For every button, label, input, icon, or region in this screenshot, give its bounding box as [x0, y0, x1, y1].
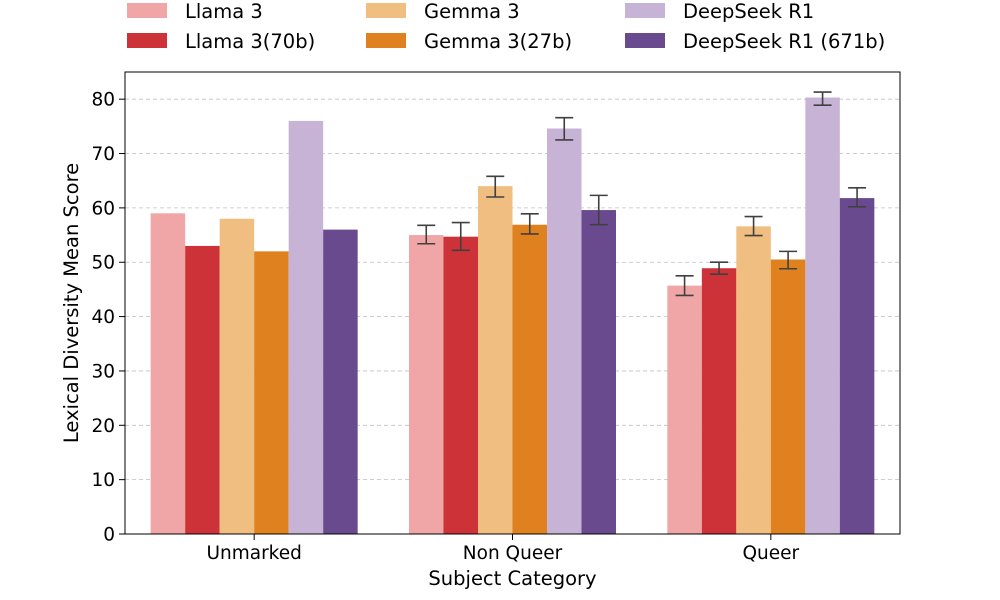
- x-tick-label: Queer: [743, 543, 800, 564]
- bar: [478, 186, 513, 534]
- x-axis-title: Subject Category: [428, 567, 596, 590]
- y-tick-label: 60: [91, 198, 115, 219]
- bar: [150, 213, 186, 535]
- bar: [547, 128, 582, 535]
- legend-swatch: [127, 33, 167, 48]
- bars: [150, 97, 875, 535]
- y-tick-label: 70: [91, 144, 115, 165]
- legend-swatch: [625, 3, 665, 18]
- bar: [839, 198, 875, 534]
- legend-swatch: [366, 33, 406, 48]
- legend-label: Gemma 3: [424, 0, 520, 23]
- x-tick-label: Non Queer: [463, 543, 563, 564]
- legend-label: Llama 3: [185, 0, 263, 23]
- bar: [701, 268, 737, 534]
- bar: [736, 226, 771, 534]
- bar: [288, 120, 324, 534]
- y-tick-label: 30: [91, 361, 115, 382]
- y-tick-label: 50: [91, 253, 115, 274]
- y-tick-label: 10: [91, 470, 115, 491]
- y-axis-title: Lexical Diversity Mean Score: [60, 163, 83, 443]
- legend-label: DeepSeek R1: [683, 0, 814, 23]
- y-tick-label: 80: [91, 90, 115, 111]
- y-tick-label: 20: [91, 416, 115, 437]
- bar: [323, 229, 358, 534]
- legend: Llama 3 Llama 3(70b) Gemma 3 Gemma 3(27b) De…: [127, 0, 885, 53]
- legend-label: DeepSeek R1 (671b): [683, 30, 885, 53]
- legend-swatch: [625, 33, 665, 48]
- legend-label: Llama 3(70b): [185, 30, 315, 53]
- legend-swatch: [366, 3, 406, 18]
- bar: [667, 285, 702, 534]
- legend-swatch: [127, 3, 167, 18]
- y-tick-label: 40: [91, 307, 115, 328]
- bar: [443, 236, 478, 535]
- bar: [770, 259, 806, 534]
- bar: [409, 235, 444, 534]
- y-tick-label: 0: [103, 525, 115, 546]
- error-bars: [417, 91, 867, 297]
- x-tick-label: Unmarked: [206, 543, 301, 564]
- bar: [805, 97, 840, 534]
- legend-label: Gemma 3(27b): [424, 30, 572, 53]
- bar: [185, 245, 220, 534]
- bar: [254, 251, 289, 535]
- y-axis: 0 10 20 30 40 50 60 70 80: [91, 90, 125, 546]
- x-axis: Unmarked Non Queer Queer: [206, 534, 800, 564]
- bar: [219, 218, 255, 535]
- bar: [581, 210, 616, 535]
- bar: [512, 224, 547, 535]
